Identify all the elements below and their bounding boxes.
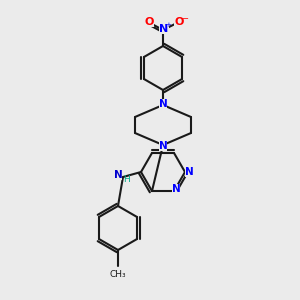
Text: H: H [123,176,129,184]
Text: N: N [172,184,180,194]
Text: N: N [184,167,194,177]
Text: O: O [174,17,184,27]
Text: N: N [159,99,167,109]
Text: +: + [165,22,171,28]
Text: O: O [144,17,154,27]
Text: CH₃: CH₃ [110,270,126,279]
Text: N: N [114,170,122,180]
Text: −: − [182,14,188,23]
Text: N: N [159,141,167,151]
Text: N: N [159,24,169,34]
